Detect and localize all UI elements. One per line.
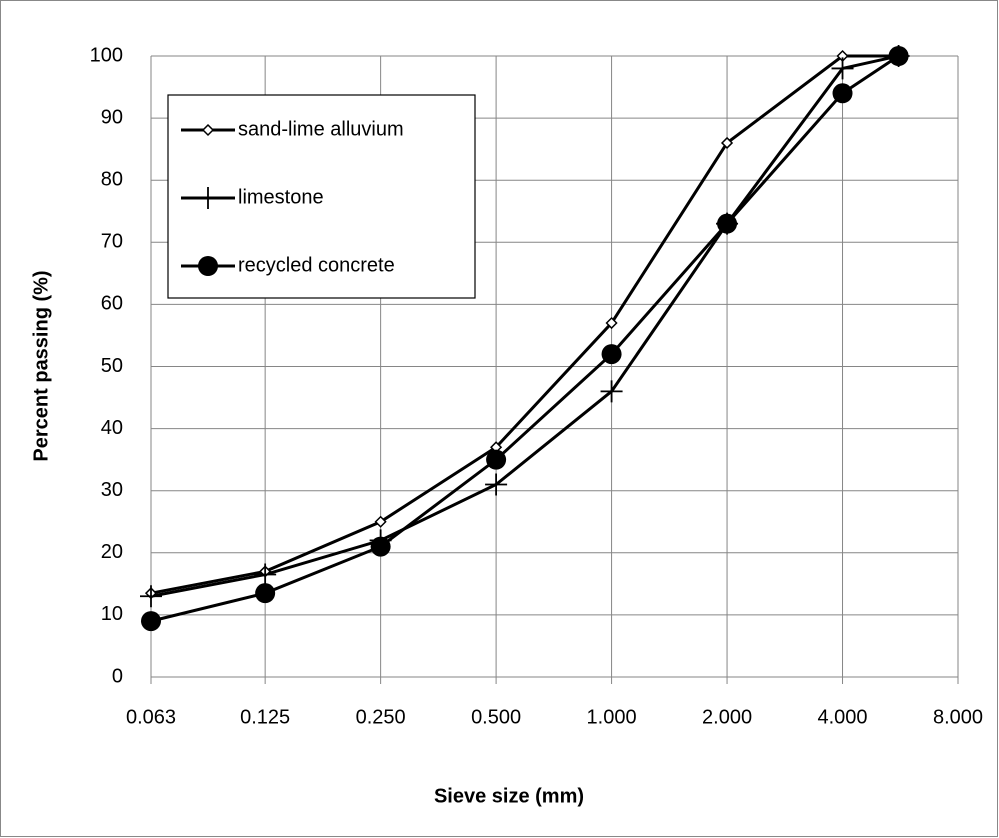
marker [888, 46, 909, 66]
x-tick-label: 0.500 [471, 706, 521, 728]
series-line [150, 54, 900, 623]
series-line [150, 54, 899, 598]
marker [374, 515, 387, 528]
y-tick-label: 90 [101, 106, 123, 128]
y-tick-label: 80 [101, 168, 123, 190]
y-tick-label: 30 [101, 479, 123, 501]
marker [201, 123, 215, 137]
x-tick-label: 0.250 [356, 706, 406, 728]
x-axis-title: Sieve size (mm) [434, 785, 584, 807]
marker [485, 473, 508, 496]
y-tick-label: 60 [101, 293, 123, 315]
marker [370, 536, 391, 557]
marker [717, 213, 738, 234]
y-tick-label: 50 [101, 355, 123, 377]
legend-label: sand-lime alluvium [238, 118, 404, 140]
x-tick-label: 2.000 [702, 706, 752, 728]
marker [600, 380, 623, 403]
y-tick-label: 100 [90, 44, 123, 66]
series-line [150, 54, 899, 595]
marker [197, 187, 219, 209]
y-tick-label: 70 [101, 231, 123, 253]
marker [601, 344, 622, 365]
x-tick-label: 0.125 [240, 706, 290, 728]
marker [255, 583, 276, 604]
y-axis-title: Percent passing (%) [30, 270, 52, 461]
x-tick-label: 8.000 [933, 706, 983, 728]
y-tick-label: 20 [101, 541, 123, 563]
marker [141, 611, 161, 632]
marker [720, 136, 734, 150]
legend-label: limestone [238, 186, 324, 208]
marker [140, 585, 162, 608]
legend-label: recycled concrete [238, 254, 395, 276]
marker [254, 563, 277, 586]
marker [832, 83, 853, 104]
y-tick-label: 0 [112, 665, 123, 687]
x-tick-label: 0.063 [126, 706, 176, 728]
y-tick-label: 40 [101, 417, 123, 439]
marker [831, 57, 854, 80]
x-tick-label: 1.000 [587, 706, 637, 728]
marker [198, 256, 218, 276]
x-tick-label: 4.000 [817, 706, 867, 728]
marker [486, 449, 507, 470]
marker [605, 316, 618, 330]
y-tick-label: 10 [101, 603, 123, 625]
